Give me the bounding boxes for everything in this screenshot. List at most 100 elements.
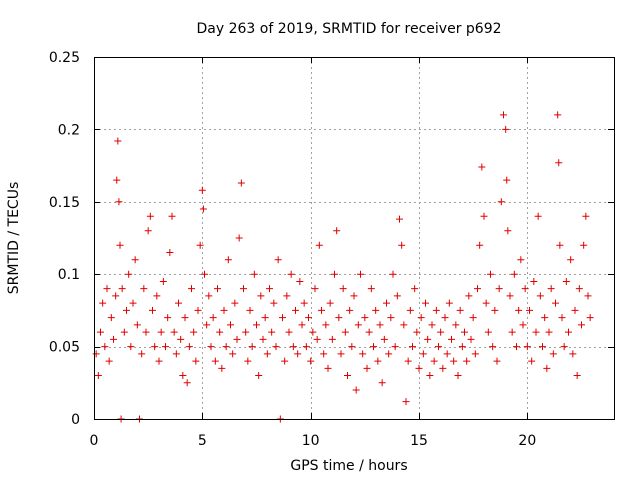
data-point	[565, 328, 572, 336]
data-point	[443, 350, 451, 358]
data-point	[552, 299, 559, 307]
data-point	[426, 372, 434, 380]
data-point	[97, 328, 104, 336]
data-point	[458, 343, 466, 351]
data-point	[348, 343, 356, 351]
y-tick-label: 0.25	[49, 50, 80, 66]
data-point	[437, 328, 445, 336]
data-point	[380, 335, 388, 343]
y-tick-labels: 0 0.05 0.1 0.15 0.2 0.25	[49, 50, 80, 428]
data-point	[413, 328, 421, 336]
chart-title: Day 263 of 2019, SRMTID for receiver p69…	[196, 21, 501, 37]
data-point	[400, 321, 408, 329]
y-axis-label: SRMTID / TECUs	[6, 182, 22, 295]
data-point	[266, 285, 273, 293]
data-point	[428, 321, 436, 329]
data-point	[218, 364, 226, 372]
data-point	[151, 343, 159, 351]
data-point	[92, 350, 100, 358]
data-point	[185, 343, 193, 351]
data-points	[92, 111, 594, 423]
data-point	[476, 241, 484, 249]
data-point	[220, 306, 228, 314]
data-point	[363, 364, 371, 372]
data-point	[324, 364, 332, 372]
data-point	[513, 343, 520, 351]
x-axis-label: GPS time / hours	[290, 458, 407, 474]
data-point	[331, 270, 338, 278]
data-point	[532, 328, 540, 336]
data-point	[159, 277, 167, 285]
data-point	[450, 357, 458, 365]
data-point	[528, 357, 536, 365]
data-point	[311, 285, 319, 293]
data-point	[170, 328, 178, 336]
data-point	[344, 372, 351, 380]
y-tick-label: 0.2	[58, 122, 80, 138]
data-point	[209, 314, 217, 322]
data-point	[508, 328, 516, 336]
data-point	[474, 285, 481, 293]
data-point	[194, 306, 202, 314]
data-point	[240, 285, 247, 293]
data-point	[430, 357, 438, 365]
data-point	[391, 343, 399, 351]
data-point	[530, 277, 538, 285]
data-point	[328, 335, 336, 343]
data-point	[543, 364, 551, 372]
data-point	[370, 343, 377, 351]
data-point	[547, 285, 555, 293]
data-point	[142, 328, 150, 336]
data-point	[484, 328, 492, 336]
data-point	[389, 270, 397, 278]
data-point	[365, 328, 373, 336]
data-point	[478, 163, 486, 171]
data-point	[237, 179, 245, 187]
data-point	[521, 285, 529, 293]
data-point	[292, 306, 299, 314]
data-point	[112, 292, 120, 300]
data-point	[417, 314, 425, 322]
data-point	[404, 357, 412, 365]
data-point	[129, 299, 137, 307]
data-point	[536, 292, 544, 300]
data-point	[504, 227, 512, 235]
data-point	[268, 328, 276, 336]
data-point	[255, 372, 263, 380]
data-point	[575, 285, 583, 293]
data-point	[305, 314, 312, 322]
data-point	[584, 292, 592, 300]
data-point	[461, 328, 468, 336]
data-point	[541, 314, 549, 322]
data-point	[346, 306, 354, 314]
data-point	[263, 350, 271, 358]
data-point	[409, 343, 416, 351]
data-point	[261, 314, 269, 322]
data-point	[216, 328, 224, 336]
data-point	[463, 357, 471, 365]
y-tick-label: 0.15	[49, 195, 80, 211]
data-point	[224, 256, 232, 264]
data-point	[378, 379, 386, 387]
data-point	[569, 350, 577, 358]
data-point	[398, 241, 406, 249]
data-point	[526, 306, 533, 314]
data-point	[415, 364, 423, 372]
data-point	[211, 357, 219, 365]
data-point	[500, 111, 507, 119]
data-point	[333, 227, 341, 235]
data-point	[335, 314, 343, 322]
data-point	[318, 306, 325, 314]
data-point	[192, 357, 200, 365]
data-point	[172, 350, 180, 358]
data-point	[233, 335, 241, 343]
data-point	[567, 256, 575, 264]
data-point	[582, 212, 590, 220]
x-tick-label: 20	[518, 433, 536, 449]
data-point	[480, 212, 488, 220]
data-point	[554, 111, 562, 119]
data-point	[302, 343, 310, 351]
data-point	[354, 321, 362, 329]
data-point	[257, 292, 265, 300]
